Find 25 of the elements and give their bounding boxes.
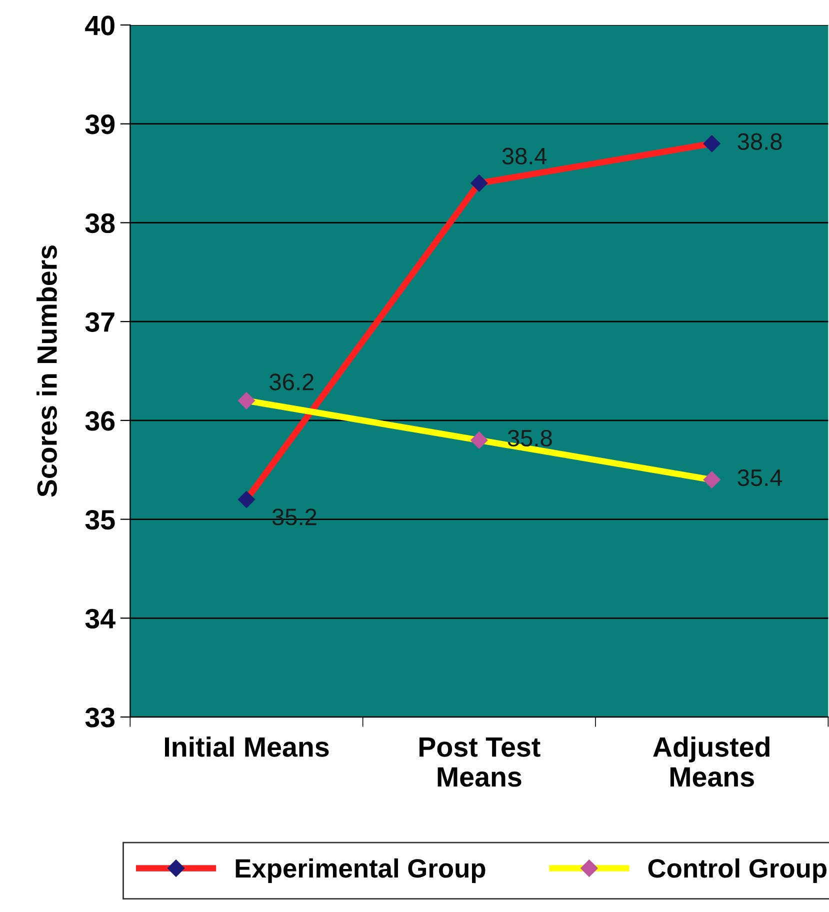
y-tick-label: 38: [85, 213, 115, 234]
legend-label: Experimental Group: [236, 858, 486, 883]
y-tick-label: 33: [85, 708, 115, 728]
point: [703, 470, 721, 489]
point: [470, 174, 488, 192]
x-tick-label: Initial Means: [165, 736, 329, 757]
data-label: 38.4: [502, 148, 547, 165]
y-tick-label: 37: [85, 312, 114, 332]
y-tick-label: 35: [85, 510, 115, 530]
x-tick-label: Post Test Means: [420, 737, 540, 787]
data-label: 38.8: [738, 133, 782, 150]
point: [470, 431, 488, 449]
point: [703, 134, 721, 152]
data-label: 35.4: [738, 469, 782, 486]
y-tick-label: 34: [85, 608, 116, 629]
x-tick-label: Adjusted Means: [653, 736, 770, 787]
data-label: 35.8: [508, 430, 552, 447]
y-axis-title: Scores in Numbers: [36, 246, 57, 497]
y-tick-label: 39: [85, 114, 115, 134]
y-tick-label: 40: [85, 16, 114, 36]
legend-label: Control Group: [648, 858, 826, 883]
point: [238, 490, 256, 508]
point: [238, 392, 256, 410]
data-label: 36.2: [270, 374, 314, 390]
y-tick-label: 36: [85, 411, 115, 431]
